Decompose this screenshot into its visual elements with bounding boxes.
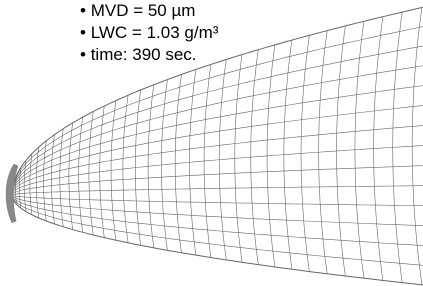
page: MVD = 50 µm LWC = 1.03 g/m³ time: 390 se…: [0, 0, 423, 286]
note: time: 390 sec.: [80, 44, 218, 66]
note: MVD = 50 µm: [80, 0, 218, 22]
ice-accretion: [8, 165, 16, 222]
mesh-line: [12, 145, 423, 195]
note: LWC = 1.03 g/m³: [80, 22, 218, 44]
mesh-line: [12, 186, 423, 195]
mesh-line: [12, 104, 423, 195]
mesh-line: [12, 195, 423, 226]
notes-list: MVD = 50 µm LWC = 1.03 g/m³ time: 390 se…: [80, 0, 218, 66]
mesh-line: [12, 195, 423, 206]
mesh-line: [12, 195, 423, 286]
mesh-line: [12, 84, 423, 195]
mesh-line: [12, 165, 423, 195]
mesh-line: [12, 44, 423, 195]
